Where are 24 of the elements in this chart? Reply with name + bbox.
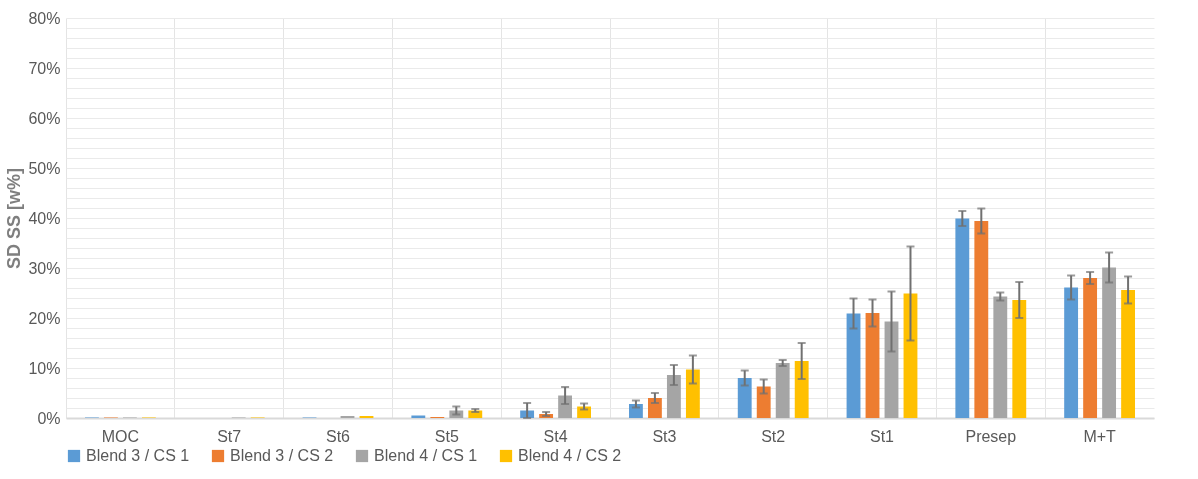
y-axis-title: SD SS [w%] bbox=[4, 167, 25, 270]
y-tick-label: 10% bbox=[28, 359, 61, 377]
y-tick-label: 30% bbox=[28, 259, 61, 277]
x-tick-label: St3 bbox=[652, 427, 677, 445]
y-tick-label: 60% bbox=[28, 109, 61, 127]
y-tick-label: 0% bbox=[37, 409, 61, 427]
legend-label: Blend 4 / CS 2 bbox=[518, 447, 622, 464]
x-tick-label: St2 bbox=[761, 427, 786, 445]
y-tick-label: 50% bbox=[28, 159, 61, 177]
x-tick-label: M+T bbox=[1083, 427, 1117, 445]
legend-label: Blend 3 / CS 1 bbox=[86, 447, 190, 464]
x-tick-label: St5 bbox=[434, 427, 459, 445]
x-tick-label: St7 bbox=[217, 427, 242, 445]
x-tick-label: MOC bbox=[101, 427, 140, 445]
x-tick-label: Presep bbox=[965, 427, 1017, 445]
y-tick-label: 80% bbox=[28, 9, 61, 27]
x-tick-label: St6 bbox=[325, 427, 351, 445]
legend-label: Blend 3 / CS 2 bbox=[230, 447, 334, 464]
x-tick-label: St1 bbox=[869, 427, 895, 445]
legend-label: Blend 4 / CS 1 bbox=[374, 447, 478, 464]
y-tick-label: 70% bbox=[28, 59, 61, 77]
y-tick-label: 20% bbox=[28, 309, 61, 327]
x-tick-label: St4 bbox=[543, 427, 568, 445]
y-tick-label: 40% bbox=[28, 209, 61, 227]
